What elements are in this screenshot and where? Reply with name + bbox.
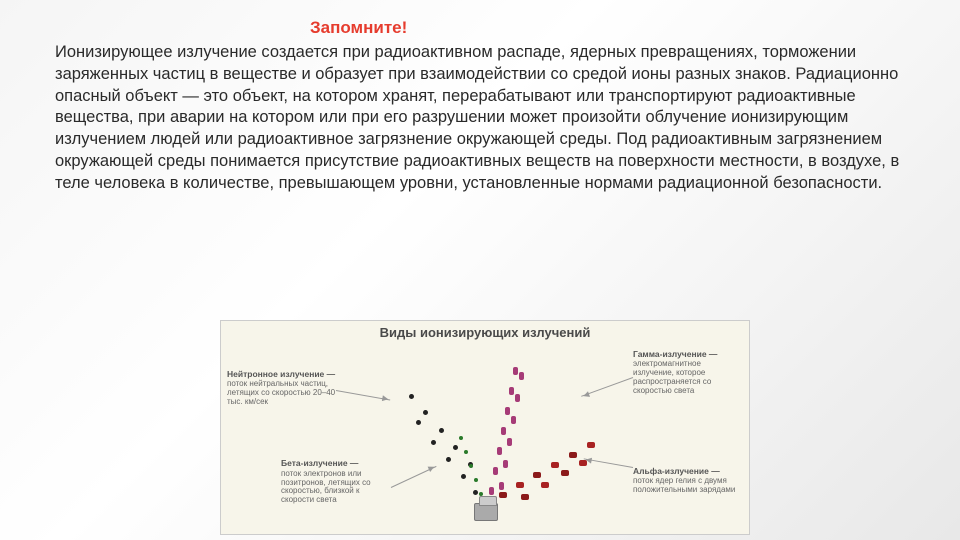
label-beta: Бета-излучение — поток электронов или по… [281,459,391,505]
radiation-types-figure: Виды ионизирующих излучений Нейтронное и… [220,320,750,535]
label-alpha: Альфа-излучение — поток ядер гелия с дву… [633,467,743,495]
label-beta-bold: Бета-излучение — [281,459,391,468]
label-neutron-text: поток нейтральных частиц, летящих со ско… [227,379,335,406]
emitter-source-icon [474,503,498,521]
label-gamma: Гамма-излучение — электромагнитное излуч… [633,350,743,396]
label-alpha-bold: Альфа-излучение — [633,467,743,476]
label-gamma-text: электромагнитное излучение, которое расп… [633,359,711,394]
label-neutron-bold: Нейтронное излучение — [227,370,337,379]
label-gamma-bold: Гамма-излучение — [633,350,743,359]
label-alpha-text: поток ядер гелия с двумя положительными … [633,476,735,494]
figure-body: Нейтронное излучение — поток нейтральных… [221,342,749,527]
remember-title: Запомните! [310,18,922,38]
label-beta-text: поток электронов или позитронов, летящих… [281,469,371,504]
label-neutron: Нейтронное излучение — поток нейтральных… [227,370,337,407]
arrow-icon [584,458,633,468]
slide-content: Запомните! Ионизирующее излучение создае… [0,0,960,204]
arrow-icon [391,466,437,488]
arrow-icon [336,390,390,401]
figure-title: Виды ионизирующих излучений [221,321,749,342]
arrow-icon [581,377,633,397]
body-text: Ионизирующее излучение создается при рад… [55,42,922,194]
